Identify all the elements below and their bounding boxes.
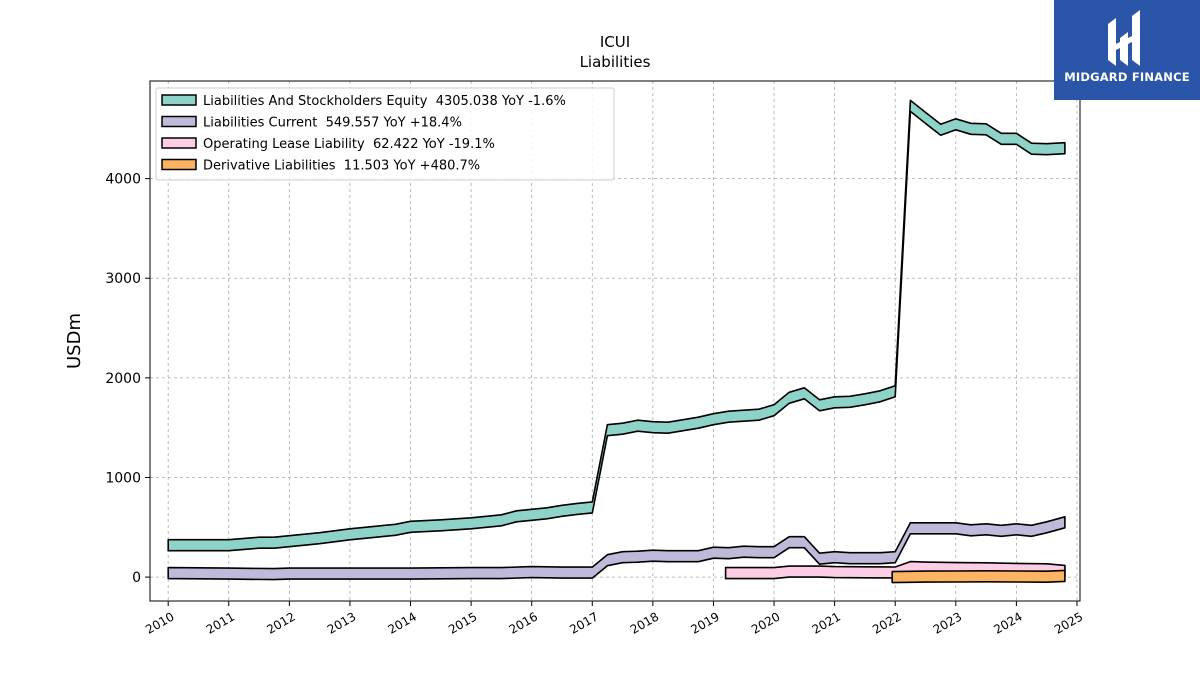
x-tick-label: 2015 bbox=[446, 609, 479, 636]
chart-subtitle: Liabilities bbox=[580, 53, 651, 71]
x-tick-label: 2013 bbox=[325, 609, 358, 636]
plot-frame bbox=[149, 80, 1081, 602]
legend-entry: Liabilities Current 549.557 YoY +18.4% bbox=[203, 116, 462, 131]
legend-box bbox=[155, 87, 615, 181]
y-tick-label: 3000 bbox=[105, 271, 141, 287]
series-band-0 bbox=[167, 99, 1066, 552]
series-layer bbox=[167, 99, 1066, 584]
legend-swatch bbox=[161, 94, 197, 106]
x-tick-label: 2024 bbox=[991, 609, 1024, 636]
midgard-finance-logo: MIDGARD FINANCE bbox=[1054, 0, 1200, 100]
legend-entry: Operating Lease Liability 62.422 YoY -19… bbox=[203, 137, 495, 152]
legend: Liabilities And Stockholders Equity 4305… bbox=[155, 87, 615, 181]
x-tick-label: 2021 bbox=[810, 609, 843, 636]
x-tick-label: 2018 bbox=[628, 609, 661, 636]
series-band-1 bbox=[167, 516, 1066, 581]
x-tick-label: 2020 bbox=[749, 609, 782, 636]
y-tick-label: 0 bbox=[132, 570, 141, 586]
y-tick-label: 1000 bbox=[105, 470, 141, 486]
x-tick-label: 2025 bbox=[1052, 609, 1085, 636]
logo-text: MIDGARD FINANCE bbox=[1064, 70, 1190, 84]
legend-swatch bbox=[161, 158, 197, 171]
x-tick-label: 2023 bbox=[931, 609, 964, 636]
legend-swatch bbox=[161, 137, 197, 149]
x-tick-label: 2022 bbox=[870, 609, 903, 636]
x-tick-label: 2016 bbox=[507, 609, 540, 636]
x-tick-label: 2017 bbox=[567, 609, 600, 636]
y-axis-label: USDm bbox=[64, 313, 85, 369]
chart-title: ICUI bbox=[600, 33, 630, 51]
series-band-3 bbox=[891, 569, 1066, 584]
y-tick-label: 2000 bbox=[105, 371, 141, 387]
x-tick-label: 2019 bbox=[688, 609, 721, 636]
x-tick-label: 2014 bbox=[385, 609, 418, 636]
x-tick-label: 2011 bbox=[204, 609, 237, 636]
x-tick-label: 2010 bbox=[143, 609, 176, 636]
y-tick-label: 4000 bbox=[105, 172, 141, 188]
midgard-logo-icon bbox=[1108, 10, 1140, 66]
legend-entry: Derivative Liabilities 11.503 YoY +480.7… bbox=[203, 159, 480, 174]
legend-swatch bbox=[161, 115, 197, 128]
x-tick-label: 2012 bbox=[264, 609, 297, 636]
legend-entry: Liabilities And Stockholders Equity 4305… bbox=[203, 94, 566, 109]
